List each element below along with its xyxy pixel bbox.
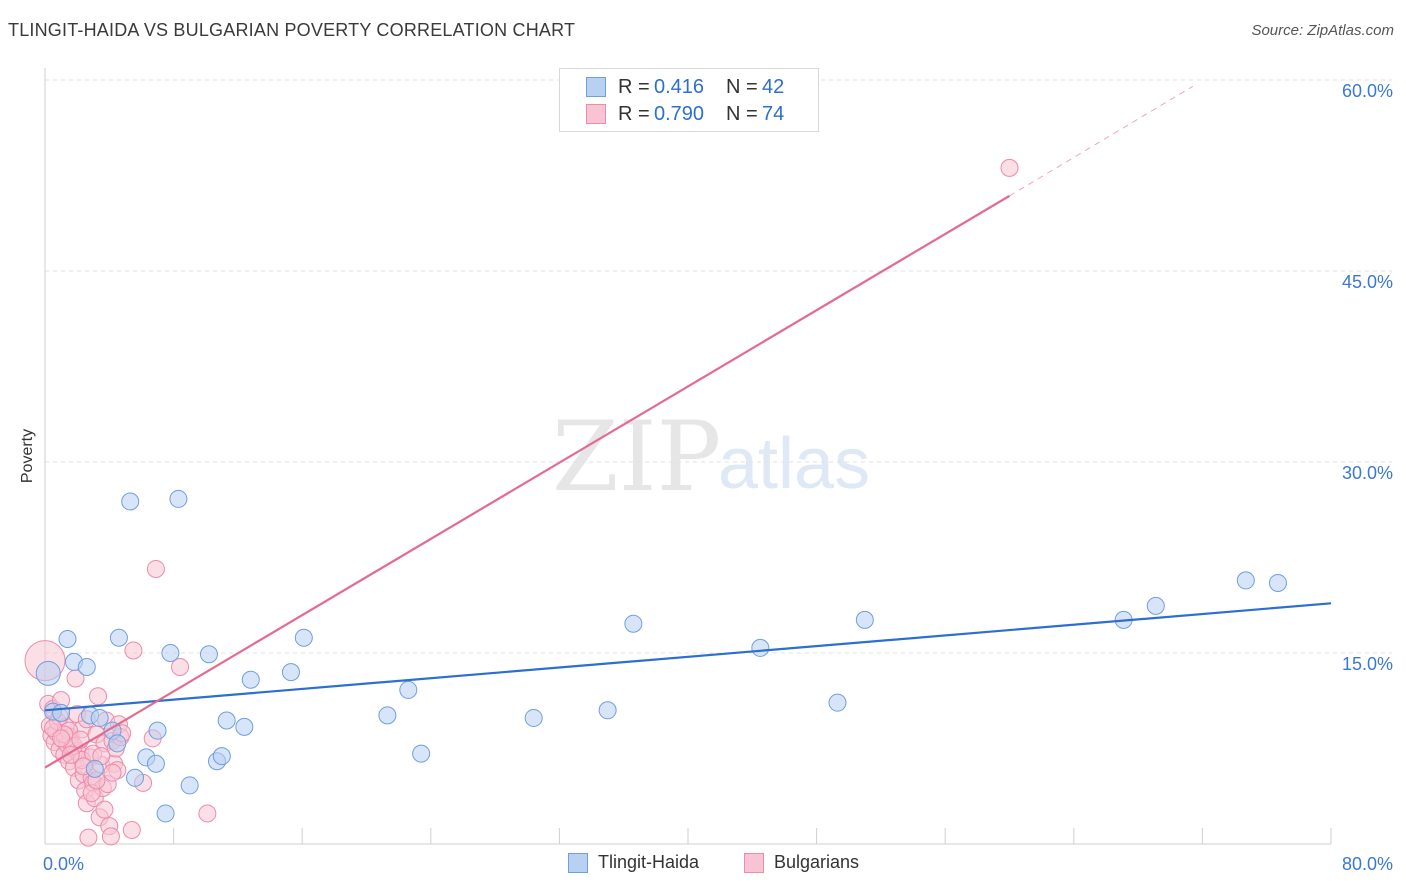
series-legend: Tlingit-Haida Bulgarians [0,852,1406,876]
tlingit-haida-point [855,610,874,629]
y-tick-label: 15.0% [1342,654,1393,674]
bulgarians-trend-extension [1009,85,1194,197]
series-swatch-bulgarians [744,852,764,873]
tlingit-haida-point [52,703,71,722]
tlingit-haida-point [1236,571,1255,590]
legend-n-value: 74 [762,102,785,125]
tlingit-haida-point [217,711,236,730]
tlingit-haida-point [212,747,231,766]
y-tick-label: 45.0% [1342,272,1393,292]
tlingit-haida-point [90,708,109,727]
chart-title: TLINGIT-HAIDA VS BULGARIAN POVERTY CORRE… [8,20,576,40]
tlingit-haida-point [241,670,260,689]
tlingit-haida-trend-line [44,602,1332,712]
bulgarians-trend-line [44,194,1011,769]
series-swatch-tlingit-haida [568,852,588,873]
tlingit-haida-point [624,614,643,633]
bulgarians-point [171,658,190,677]
tlingit-haida-point [146,754,165,773]
bulgarians-point [52,729,71,748]
tlingit-haida-point [58,629,77,648]
tlingit-haida-point [161,644,180,662]
tlingit-haida-point [156,804,175,823]
legend-swatch-bulgarians [586,104,606,124]
bulgarians-point [89,687,108,706]
tlingit-haida-point [109,628,128,647]
y-tick-labels: 15.0% 30.0% 45.0% 60.0% [1342,81,1393,674]
gridlines [45,79,1392,654]
legend-swatch-tlingit-haida [586,77,606,97]
bulgarians-point [198,804,217,823]
tlingit-haida-point [828,693,847,712]
legend-r-value: 0.416 [654,75,705,98]
legend-n-label: N = [726,75,758,98]
tlingit-haida-point [169,489,188,508]
legend-r-label: R = [618,75,650,98]
series-label-bulgarians: Bulgarians [774,852,860,872]
bulgarians-point [122,820,141,839]
tlingit-haida-point [281,663,300,682]
tlingit-haida-point [598,701,617,720]
tlingit-haida-point [108,734,127,753]
x-tick-labels: 0.0% 80.0% [43,854,1393,874]
x-tick-label-max: 80.0% [1342,854,1393,874]
tlingit-haida-point [1268,573,1287,592]
legend-r-label: R = [618,102,650,125]
tlingit-haida-point [1146,596,1165,615]
legend-row-tlingit-haida: R = 0.416 N = 42 [586,75,784,99]
tlingit-haida-point [399,680,418,699]
trend-lines [44,85,1332,769]
tlingit-haida-point [148,721,167,740]
watermark: ZIP atlas [552,401,870,513]
x-tick-label-min: 0.0% [43,854,84,874]
y-tick-label: 60.0% [1342,81,1393,101]
bulgarians-point [101,827,120,846]
tlingit-haida-point [199,645,218,664]
bulgarians-point [1000,158,1019,177]
tlingit-haida-point [121,492,140,511]
watermark-atlas: atlas [718,424,870,504]
legend-n-label: N = [726,102,758,125]
watermark-zip: ZIP [552,401,721,513]
tlingit-haida-point [751,638,770,657]
bulgarians-point [79,828,98,847]
y-tick-label: 30.0% [1342,463,1393,483]
tlingit-haida-point [294,628,313,647]
legend-r-value: 0.790 [654,102,705,125]
bulgarians-point [95,800,114,819]
series-label-tlingit-haida: Tlingit-Haida [598,852,700,872]
tlingit-haida-point [126,768,145,787]
correlation-legend: R = 0.416 N = 42 R = 0.790 N = 74 [559,68,819,132]
tlingit-haida-point [235,717,254,736]
legend-n-value: 42 [762,75,785,98]
tlingit-haida-point [524,708,543,727]
tlingit-haida-point [180,776,199,795]
tlingit-haida-point [35,660,61,686]
tlingit-haida-point [77,658,96,677]
bulgarians-point [146,559,165,578]
bulgarians-point [124,641,143,660]
tlingit-haida-point [85,759,104,778]
legend-row-bulgarians: R = 0.790 N = 74 [586,102,784,126]
tlingit-haida-point [412,744,431,763]
bulgarians-point [103,763,122,782]
tlingit-haida-point [378,706,397,725]
series-legend-bulgarians[interactable]: Bulgarians [744,852,859,873]
tlingit-haida-points [35,489,1287,823]
source-label: Source: ZipAtlas.com [1251,22,1394,39]
series-legend-tlingit-haida[interactable]: Tlingit-Haida [568,852,699,873]
